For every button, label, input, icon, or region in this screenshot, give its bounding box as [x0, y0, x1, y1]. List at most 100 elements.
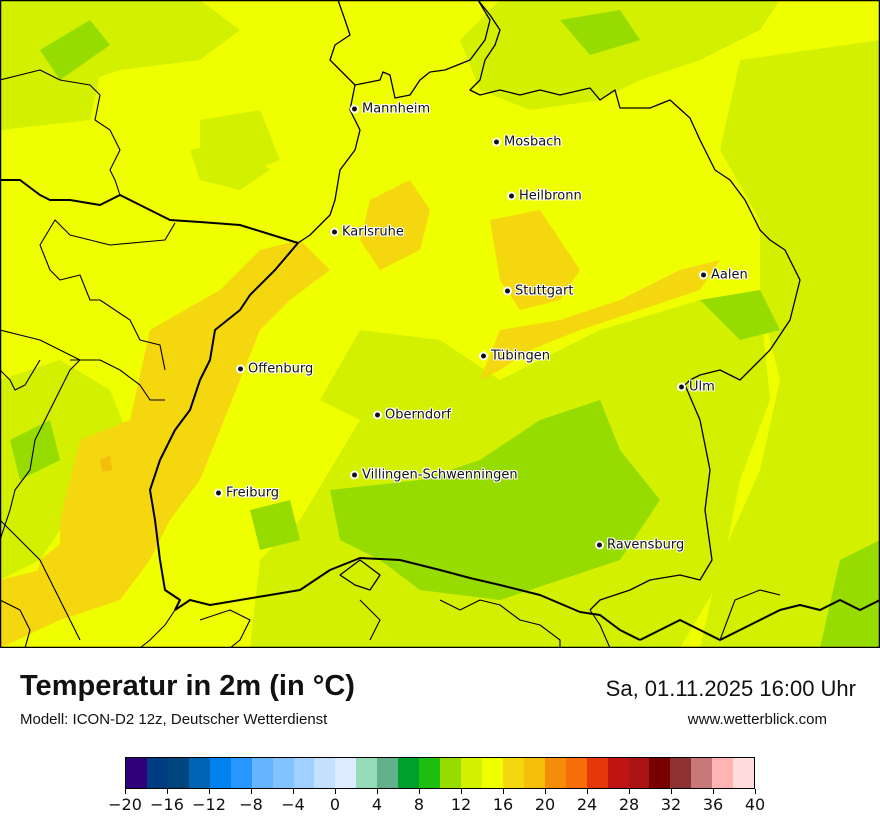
- city-label: Mosbach: [504, 134, 562, 150]
- legend-color-segment: [188, 758, 210, 788]
- city-label: Heilbronn: [519, 188, 582, 204]
- temperature-map: Mannheim Mosbach Heilbronn Karlsruhe Aal…: [0, 0, 880, 648]
- city-marker-ravensburg: Ravensburg: [597, 538, 684, 553]
- legend-color-segment: [628, 758, 650, 788]
- legend-color-segment: [272, 758, 294, 788]
- legend-color-segment: [356, 758, 378, 788]
- forecast-datetime: Sa, 01.11.2025 16:00 Uhr: [605, 676, 856, 701]
- city-label: Mannheim: [362, 101, 431, 117]
- legend-tick-axis: −20 −16 −12 −8 −4 0 4 8 12 16 20 24 28 32 36 40: [108, 789, 765, 819]
- city-dot-icon: [509, 193, 514, 199]
- city-label: Tübingen: [491, 348, 550, 364]
- legend-tick-label: 32: [660, 795, 682, 814]
- legend-tick: [251, 789, 252, 794]
- legend-color-segment: [377, 758, 399, 788]
- city-marker-stuttgart: Stuttgart: [505, 284, 573, 299]
- legend-tick-label: −20: [108, 795, 142, 814]
- city-marker-freiburg: Freiburg: [216, 486, 279, 501]
- legend-tick-label: 12: [450, 795, 472, 814]
- website-url[interactable]: www.wetterblick.com: [687, 711, 827, 728]
- city-dot-icon: [679, 384, 684, 390]
- model-source: Modell: ICON-D2 12z, Deutscher Wetterdie…: [20, 711, 328, 728]
- legend-tick: [377, 789, 378, 794]
- legend-color-segment: [670, 758, 692, 788]
- legend-tick-label: −12: [192, 795, 226, 814]
- legend-color-segment: [733, 758, 755, 788]
- legend-color-segment: [649, 758, 671, 788]
- legend-tick: [167, 789, 168, 794]
- legend-tick: [293, 789, 294, 794]
- city-marker-villingen-schwenningen: Villingen-Schwenningen: [352, 468, 518, 483]
- temperature-color-legend: [125, 757, 755, 789]
- legend-color-segment: [126, 758, 147, 788]
- city-marker-offenburg: Offenburg: [238, 362, 313, 377]
- city-dot-icon: [701, 272, 706, 278]
- legend-color-segment: [335, 758, 357, 788]
- legend-tick-label: 24: [576, 795, 598, 814]
- city-label: Ulm: [689, 379, 715, 395]
- legend-tick-label: 16: [492, 795, 514, 814]
- temperature-field: [0, 0, 880, 648]
- legend-tick: [545, 789, 546, 794]
- legend-color-segment: [314, 758, 336, 788]
- legend-tick: [125, 789, 126, 794]
- city-dot-icon: [481, 353, 486, 359]
- legend-tick-label: 8: [413, 795, 425, 814]
- legend-tick-label: 4: [371, 795, 383, 814]
- city-label: Oberndorf: [385, 407, 451, 423]
- city-label: Offenburg: [248, 361, 314, 377]
- city-dot-icon: [332, 229, 337, 235]
- legend-tick: [503, 789, 504, 794]
- city-dot-icon: [505, 288, 510, 294]
- legend-color-segment: [712, 758, 734, 788]
- legend-tick: [419, 789, 420, 794]
- legend-color-segment: [440, 758, 461, 788]
- legend-color-segment: [230, 758, 252, 788]
- city-label: Ravensburg: [607, 537, 685, 553]
- city-label: Stuttgart: [515, 283, 574, 299]
- legend-tick: [461, 789, 462, 794]
- legend-color-segment: [481, 758, 503, 788]
- legend-tick-label: −4: [281, 795, 305, 814]
- legend-tick: [671, 789, 672, 794]
- city-dot-icon: [597, 542, 602, 548]
- legend-color-segment: [544, 758, 566, 788]
- legend-tick-label: −16: [150, 795, 184, 814]
- legend-color-segment: [146, 758, 168, 788]
- city-marker-karlsruhe: Karlsruhe: [332, 225, 404, 240]
- city-dot-icon: [352, 106, 357, 112]
- legend-tick-label: 28: [618, 795, 640, 814]
- legend-tick: [629, 789, 630, 794]
- city-marker-heilbronn: Heilbronn: [509, 189, 582, 204]
- city-dot-icon: [494, 139, 499, 145]
- city-marker-mannheim: Mannheim: [352, 102, 430, 117]
- city-dot-icon: [216, 490, 221, 496]
- city-dot-icon: [238, 366, 243, 372]
- legend-color-segment: [398, 758, 420, 788]
- legend-color-segment: [586, 758, 608, 788]
- legend-tick-label: 36: [702, 795, 724, 814]
- city-label: Aalen: [711, 267, 748, 283]
- legend-tick-label: −8: [239, 795, 263, 814]
- legend-color-segment: [209, 758, 231, 788]
- city-label: Villingen-Schwenningen: [362, 467, 518, 483]
- city-marker-ulm: Ulm: [679, 380, 715, 395]
- city-marker-oberndorf: Oberndorf: [375, 408, 451, 423]
- city-marker-mosbach: Mosbach: [494, 135, 562, 150]
- city-marker-tuebingen: Tübingen: [481, 349, 550, 364]
- city-label: Karlsruhe: [342, 224, 404, 240]
- city-label: Freiburg: [226, 485, 280, 501]
- legend-color-segment: [419, 758, 441, 788]
- legend-tick: [587, 789, 588, 794]
- legend-tick: [713, 789, 714, 794]
- legend-tick: [755, 789, 756, 794]
- legend-tick: [209, 789, 210, 794]
- legend-color-segment: [167, 758, 189, 788]
- legend-color-segment: [565, 758, 587, 788]
- legend-color-segment: [293, 758, 315, 788]
- legend-tick-label: 0: [329, 795, 341, 814]
- city-marker-aalen: Aalen: [701, 268, 748, 283]
- legend-color-segment: [502, 758, 524, 788]
- legend-tick-label: 20: [534, 795, 556, 814]
- legend-color-segment: [523, 758, 545, 788]
